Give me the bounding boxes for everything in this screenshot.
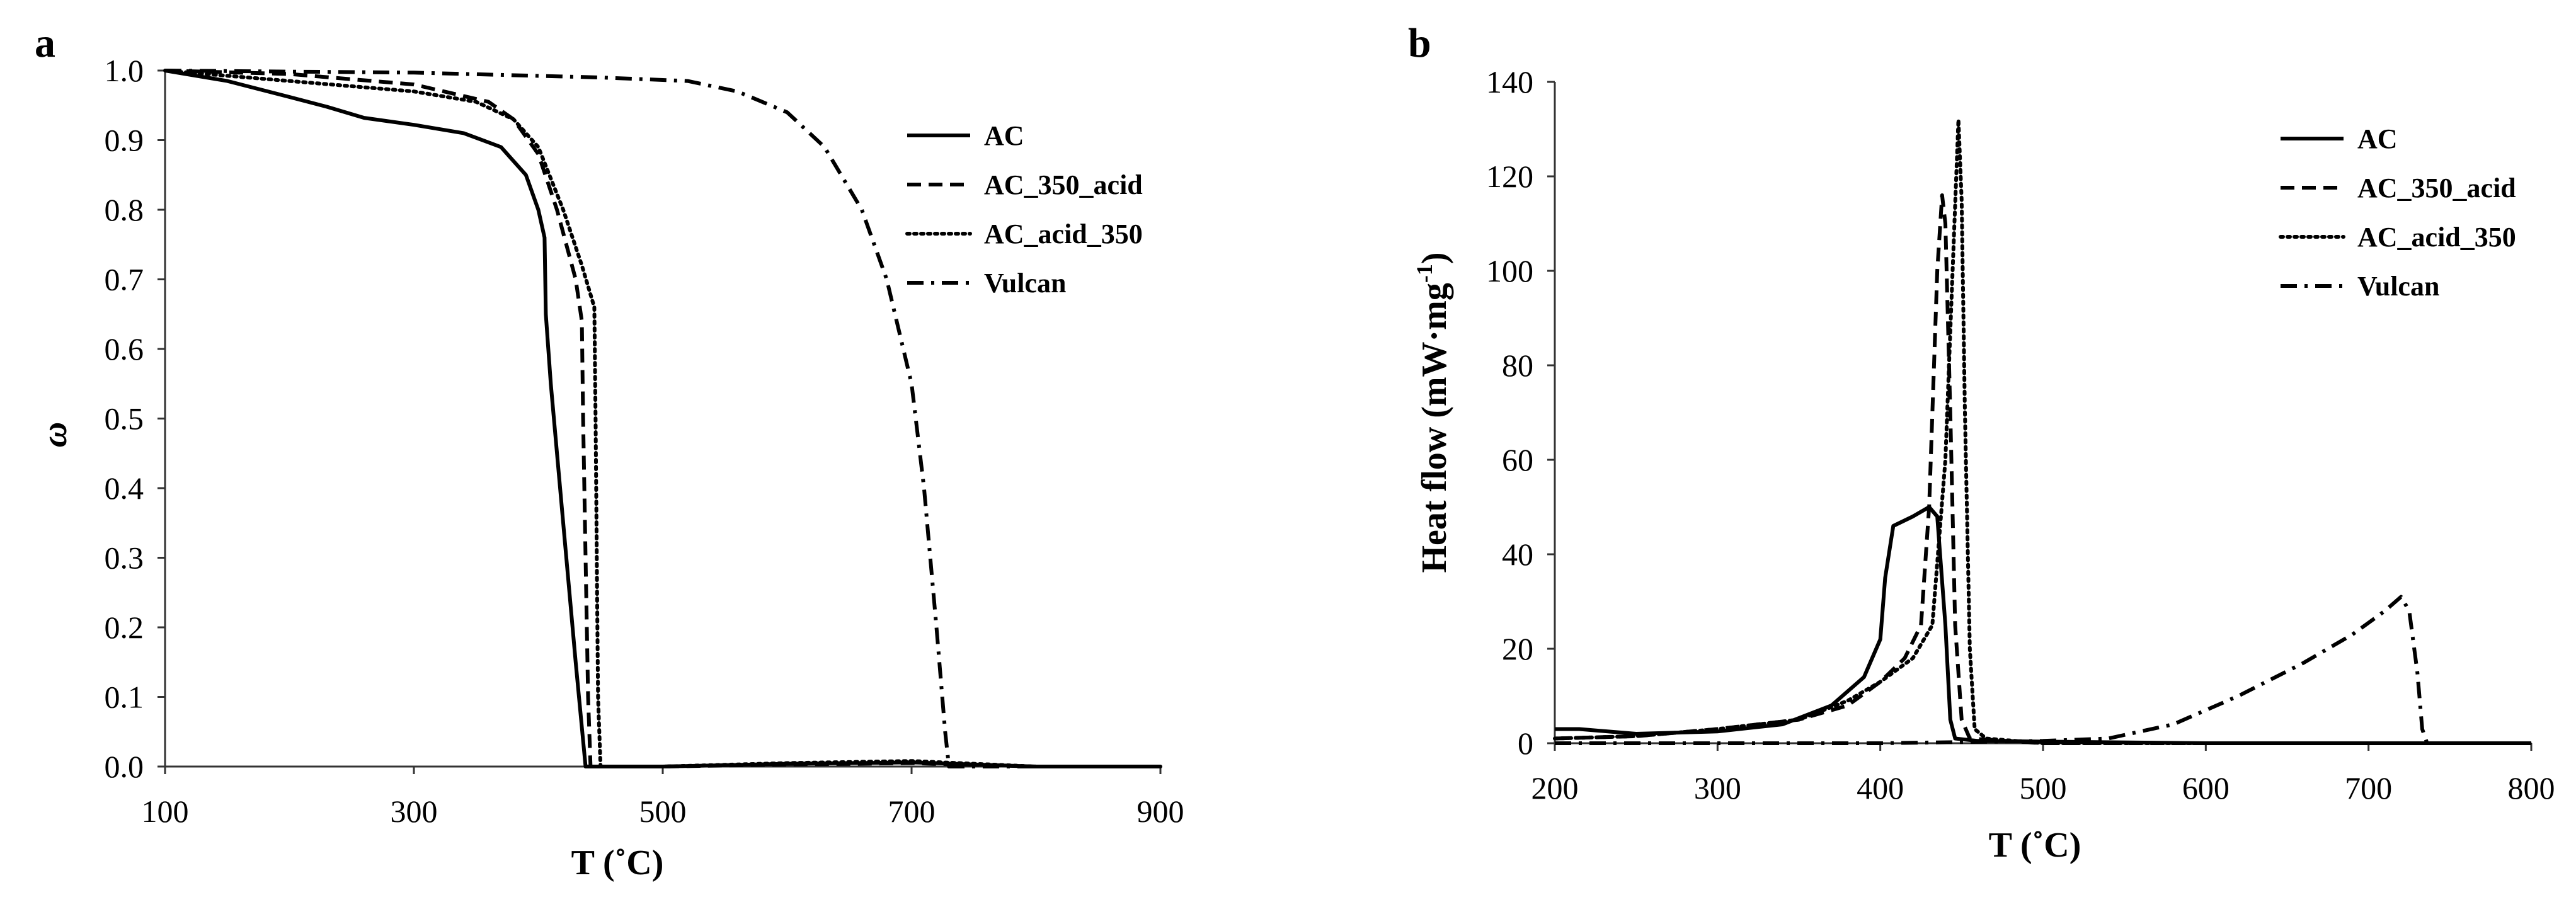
panel-b-y-axis-title-sup: -1 [1412, 264, 1437, 283]
panel-a-x-tick-label: 900 [1137, 794, 1184, 829]
panel-b-y-ticks: 0 20 40 60 80 100 120 140 [1486, 64, 1555, 761]
panel-b-legend-label-ac-350-acid: AC_350_acid [2357, 173, 2516, 203]
panel-a-legend-label-ac-350-acid: AC_350_acid [984, 169, 1143, 200]
panel-b-y-tick-label: 120 [1486, 159, 1533, 194]
panel-b-letter: b [1408, 20, 1431, 66]
panel-a-y-axis-title: ω [35, 422, 74, 448]
panel-a-series-ac-acid-350 [163, 69, 1162, 768]
panel-a-plot-area: 100 300 500 700 900 0.0 0.1 0.2 0.3 0.4 0.5 0.6 0.7… [105, 53, 1184, 829]
panel-b-plot-area: 200 300 400 500 600 700 800 0 20 40 60 80 100 120 140 [1486, 64, 2555, 806]
panel-a-legend-label-ac-acid-350: AC_acid_350 [984, 219, 1143, 249]
panel-b-x-ticks: 200 300 400 500 600 700 800 [1531, 743, 2555, 806]
panel-b-legend-label-ac-acid-350: AC_acid_350 [2357, 222, 2516, 253]
panel-b-y-tick-label: 80 [1502, 348, 1533, 383]
panel-a-letter: a [35, 20, 55, 66]
panel-a-y-tick-label: 0.1 [105, 680, 144, 715]
panel-a-x-axis-title: T (˚C) [571, 843, 664, 882]
panel-a-series-vulcan [164, 69, 1160, 768]
panel-a-x-tick-label: 500 [639, 794, 687, 829]
panel-a-x-tick-label: 700 [888, 794, 936, 829]
panel-b-x-tick-label: 800 [2508, 770, 2555, 806]
panel-b-y-axis-title: Heat flow (mW·mg-1) [1412, 253, 1454, 573]
panel-b-y-tick-label: 140 [1486, 64, 1533, 100]
panel-b-y-tick-label: 20 [1502, 631, 1533, 666]
panel-a-y-tick-label: 0.6 [105, 331, 144, 367]
panel-b-x-tick-label: 400 [1857, 770, 1904, 806]
panel-b-y-axis-title-end: ) [1415, 253, 1454, 265]
panel-a-y-tick-label: 0.4 [105, 471, 144, 506]
panel-a-y-tick-label: 0.3 [105, 540, 144, 576]
panel-b-y-tick-label: 60 [1502, 442, 1533, 477]
panel-b-legend-label-ac: AC [2357, 123, 2398, 154]
panel-a-y-tick-label: 0.0 [105, 749, 144, 784]
panel-a: a 100 300 500 700 900 0.00.10.20.30.40.50.60… [35, 20, 1184, 882]
panel-b-legend-label-vulcan: Vulcan [2357, 271, 2439, 302]
panel-a-y-tick-label: 0.5 [105, 401, 144, 436]
panel-a-x-tick-label: 100 [142, 794, 189, 829]
panel-b-series-ac-acid-350 [1553, 118, 2533, 745]
panel-a-legend-label-vulcan: Vulcan [984, 268, 1066, 299]
panel-b-series [1553, 118, 2533, 745]
panel-a-y-tick-label: 0.9 [105, 123, 144, 158]
panel-b-x-tick-label: 200 [1531, 770, 1579, 806]
panel-a-y-tick-label: 0.2 [105, 610, 144, 645]
panel-a-y-tick-label: 0.8 [105, 192, 144, 227]
panel-a-x-ticks: 100 300 500 700 900 [142, 767, 1184, 829]
panel-b-x-tick-label: 600 [2182, 770, 2230, 806]
panel-a-y-tick-label: 0.7 [105, 262, 144, 297]
panel-a-series [163, 69, 1162, 768]
panel-b-y-tick-label: 0 [1518, 726, 1533, 761]
panel-b-legend: AC AC_350_acid AC_acid_350 Vulcan [2279, 123, 2516, 302]
panel-b-x-tick-label: 500 [2020, 770, 2067, 806]
panel-b-series-ac [1555, 505, 2531, 745]
panel-b-y-tick-label: 100 [1486, 253, 1533, 288]
panel-b-x-axis-title: T (˚C) [1989, 826, 2081, 865]
panel-a-x-tick-label: 300 [391, 794, 438, 829]
panel-a-y-tick-label: 1.0 [105, 53, 144, 88]
panel-b-series-vulcan [1555, 595, 2531, 745]
panel-a-legend-label-ac: AC [984, 120, 1024, 151]
panel-b-y-axis-title-main: Heat flow (mW·mg [1415, 283, 1454, 573]
panel-a-y-ticks: 0.0 0.1 0.2 0.3 0.4 0.5 0.6 0.7 0.8 0.9 1.0 [105, 53, 165, 784]
panel-a-legend: AC AC_350_acid AC_acid_350 Vulcan [905, 120, 1143, 299]
panel-a-series-ac-350-acid [164, 69, 1160, 768]
panel-b: b 200 300 400 500 600 700 800 0 20 40 60 80 100 120 1… [1408, 20, 2555, 865]
panel-b-series-ac-350-acid [1554, 193, 2531, 745]
panel-b-y-tick-label: 40 [1502, 537, 1533, 572]
panel-b-x-tick-label: 700 [2345, 770, 2392, 806]
panel-b-x-tick-label: 300 [1694, 770, 1741, 806]
